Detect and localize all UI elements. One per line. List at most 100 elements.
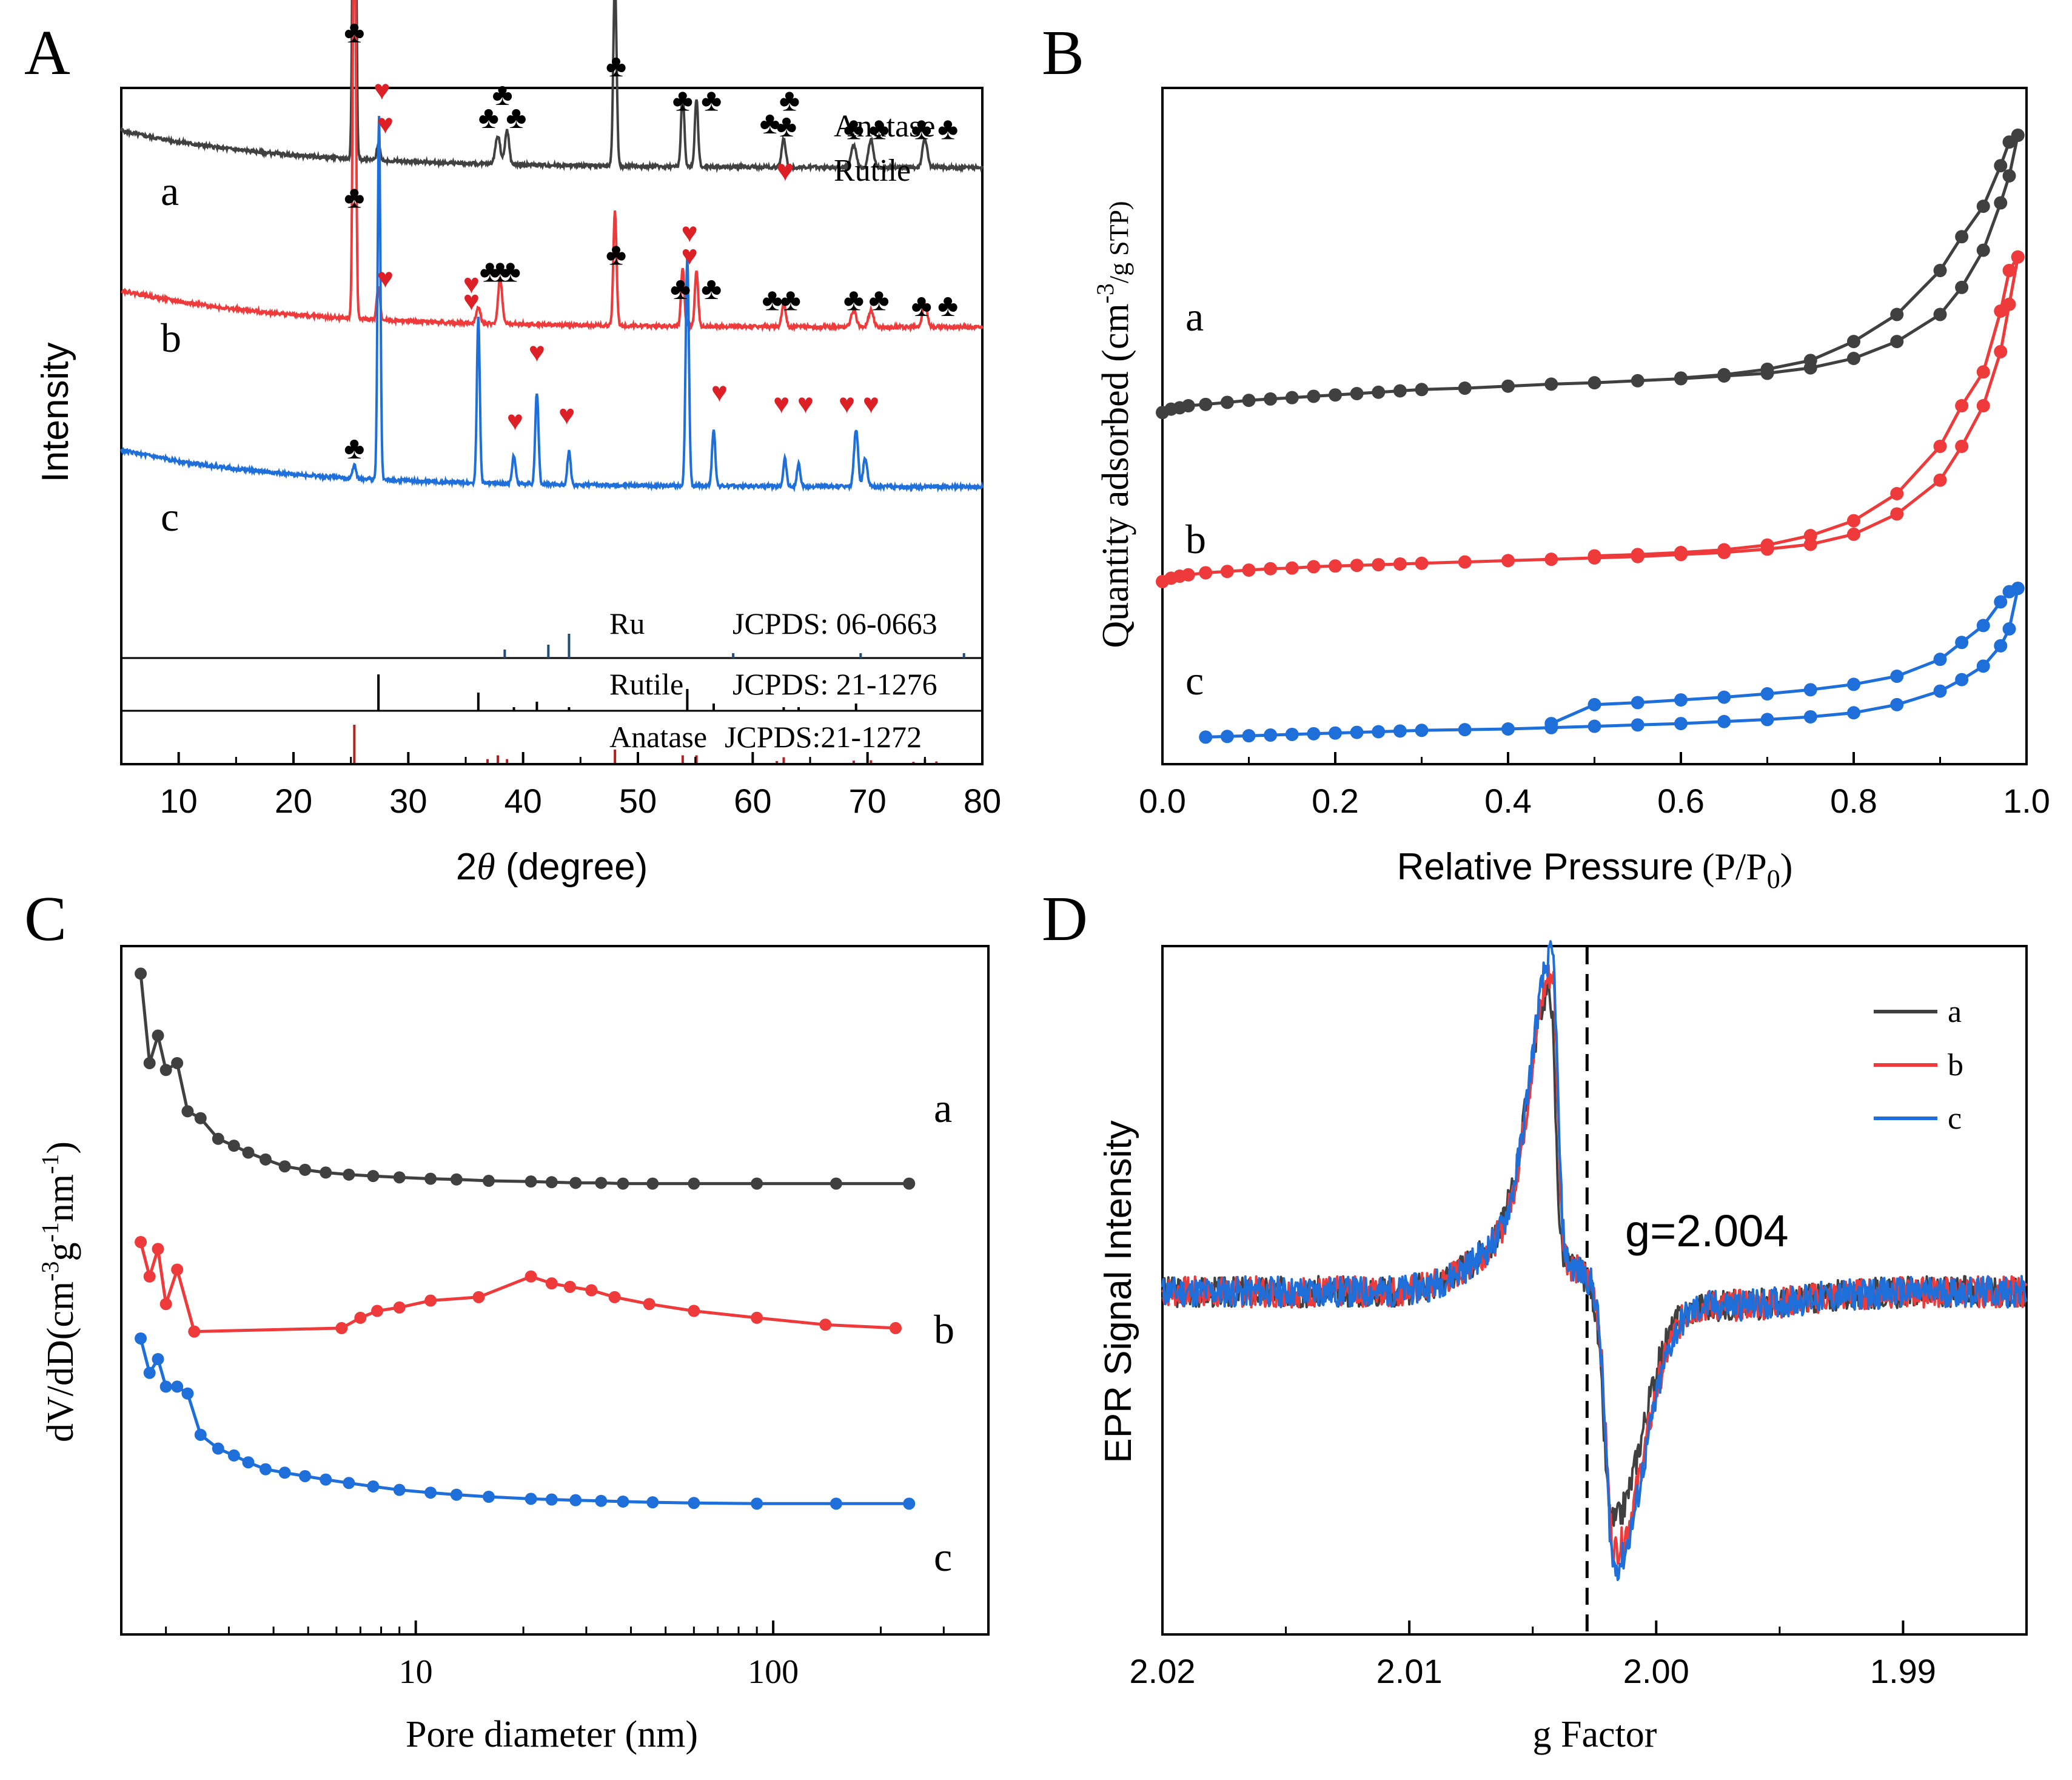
panel-a-ref-lines (353, 634, 965, 763)
isotherm-point-desorption-c-9 (1760, 687, 1774, 701)
panel-b-xlabel-units: (P/P (1702, 847, 1767, 888)
rutile-marker-b-1: ♥ (377, 262, 394, 294)
isotherm-point-desorption-c-6 (1890, 670, 1904, 683)
pore-point-c-16 (393, 1483, 406, 1496)
rutile-marker-c-7: ♥ (711, 376, 728, 408)
xtick-label-a-70: 70 (849, 782, 887, 820)
pore-point-c-13 (320, 1473, 332, 1486)
panel-c-frame (120, 945, 990, 1636)
isotherm-point-desorption-b-3 (1976, 365, 1990, 379)
pore-point-a-10 (259, 1153, 272, 1166)
pore-point-a-24 (617, 1177, 629, 1190)
legend-d-label-c: c (1948, 1101, 1962, 1136)
isotherm-point-desorption-a-3 (1976, 200, 1990, 213)
isotherm-point-desorption-c-2 (1994, 595, 2008, 609)
legend-d-label-a: a (1948, 995, 1962, 1029)
anatase-marker-a-9: ♣ (779, 83, 800, 118)
panel-c-label-c: c (934, 1534, 952, 1580)
panel-c-ylabel-sup3: -1 (36, 1154, 64, 1174)
anatase-marker-b-0: ♣ (344, 180, 364, 215)
xtick-label-a-60: 60 (734, 782, 771, 820)
panel-a-markers: ♣♥ ♣♣♣♣♣ ♣♣♣♣ ♣ ♣ ♣♣♥♥♣♣ ♣ ♣ ♥♣ ♣ ♣♣ ♣ ♣ ♣ ♣♥♣♥♥♥♥♥♥ ♥ ♥… (344, 15, 958, 466)
isotherm-point-adsorption-a-4 (1199, 397, 1213, 411)
epr-curve-a (1161, 978, 2028, 1530)
pore-point-c-23 (595, 1494, 608, 1507)
anatase-marker-b-4: ♣ (480, 254, 500, 289)
panel-c-ylabel-sup2: -1 (36, 1222, 64, 1242)
pore-point-c-0 (135, 1332, 147, 1345)
isotherm-point-adsorption-b-10 (1329, 559, 1342, 573)
anatase-marker-a-12: ♣ (911, 112, 932, 147)
isotherm-point-adsorption-b-12 (1372, 558, 1386, 572)
isotherm-point-desorption-a-8 (1803, 354, 1817, 368)
isotherm-point-adsorption-a-7 (1264, 392, 1278, 406)
isotherm-adsorption-a (1162, 135, 2020, 414)
pore-point-b-10 (424, 1294, 437, 1307)
pore-point-a-29 (903, 1177, 916, 1190)
isotherm-point-desorption-c-1 (2002, 585, 2016, 599)
rutile-marker-c-8: ♥ (773, 388, 790, 419)
pore-point-b-18 (688, 1305, 700, 1317)
panel-c-curves (135, 967, 916, 1510)
isotherm-point-adsorption-b-8 (1285, 561, 1299, 575)
isotherm-point-adsorption-a-10 (1329, 388, 1342, 402)
isotherm-point-adsorption-b-6 (1242, 563, 1256, 577)
isotherm-point-adsorption-c-25 (1994, 639, 2008, 653)
pore-point-a-4 (171, 1056, 184, 1069)
panel-a-curves (120, 0, 984, 493)
ref-rutile-left: Rutile (609, 667, 683, 701)
isotherm-point-desorption-a-6 (1890, 307, 1904, 321)
panel-b-label-b: b (1185, 516, 1206, 562)
pore-point-c-20 (525, 1493, 537, 1505)
isotherm-point-desorption-a-5 (1933, 264, 1947, 278)
anatase-marker-b-15: ♣ (937, 288, 958, 323)
isotherm-point-adsorption-c-2 (1242, 729, 1256, 743)
rutile-marker-c-3: ♥ (507, 405, 523, 436)
xtick-label-b-0.0: 0.0 (1139, 782, 1186, 820)
isotherm-point-adsorption-c-26 (2002, 622, 2016, 636)
panel-a-xticks: 10 20 30 40 50 60 70 80 (120, 752, 1001, 820)
pore-point-c-12 (299, 1469, 312, 1482)
panel-c-xticks: 10 100 (165, 1620, 945, 1691)
isotherm-point-desorption-c-12 (1631, 696, 1645, 710)
pore-point-a-19 (482, 1175, 495, 1187)
pore-point-a-2 (152, 1029, 164, 1042)
pore-point-a-25 (646, 1177, 659, 1190)
panel-d-xlabel: g Factor (1533, 1714, 1657, 1755)
ref-anatase-right: JCPDS:21-1272 (725, 720, 922, 754)
pore-point-c-7 (212, 1442, 224, 1455)
isotherm-point-adsorption-c-24 (1976, 659, 1990, 673)
xrd-curve-c (120, 116, 984, 493)
isotherm-point-adsorption-b-14 (1415, 556, 1429, 570)
pore-point-c-18 (450, 1488, 463, 1501)
xrd-curve-b (121, 0, 984, 333)
isotherm-point-desorption-c-13 (1588, 697, 1601, 711)
isotherm-point-desorption-b-12 (1631, 548, 1645, 562)
isotherm-point-adsorption-c-3 (1264, 728, 1278, 742)
anatase-marker-b-14: ♣ (911, 288, 932, 323)
pore-point-c-25 (646, 1496, 659, 1509)
anatase-marker-a-4: ♣ (506, 100, 526, 135)
pore-point-a-28 (830, 1177, 842, 1190)
isotherm-point-adsorption-c-18 (1760, 713, 1774, 727)
isotherm-point-adsorption-b-13 (1393, 557, 1407, 571)
isotherm-point-adsorption-a-26 (1933, 307, 1947, 321)
rutile-marker-c-10: ♥ (839, 388, 855, 419)
isotherm-point-adsorption-c-11 (1458, 723, 1472, 737)
isotherm-point-desorption-c-4 (1955, 636, 1969, 650)
isotherm-point-desorption-c-8 (1803, 683, 1817, 697)
pore-point-b-0 (135, 1236, 147, 1249)
panel-d-annotation: g=2.004 (1625, 1206, 1789, 1256)
isotherm-point-adsorption-a-3 (1181, 399, 1195, 413)
panel-c-ylabel-mid: g (40, 1243, 81, 1261)
rutile-marker-b-2: ♥ (463, 285, 480, 317)
isotherm-point-adsorption-b-5 (1220, 565, 1234, 579)
pore-point-b-20 (819, 1318, 832, 1331)
isotherm-point-desorption-b-0 (2011, 250, 2025, 264)
isotherm-point-adsorption-c-1 (1220, 730, 1234, 744)
isotherm-desorption-b (1594, 256, 2019, 558)
panel-letter-d: D (1042, 883, 1088, 954)
panel-b-frame (1161, 87, 2028, 765)
pore-point-b-14 (563, 1280, 576, 1293)
isotherm-point-adsorption-a-14 (1415, 383, 1429, 397)
